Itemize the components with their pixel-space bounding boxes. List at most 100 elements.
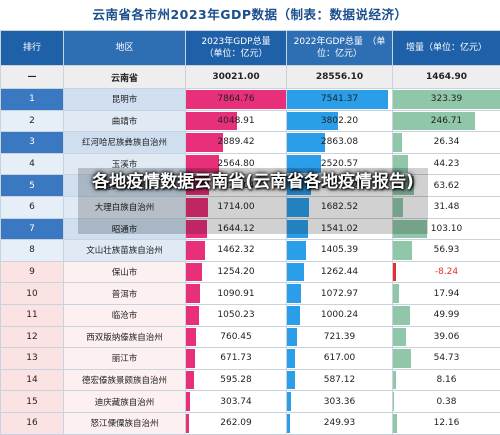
increase-cell-value: 56.93	[393, 245, 500, 255]
gdp2022-cell: 303.36	[287, 391, 393, 413]
gdp2022-cell: 721.39	[287, 326, 393, 348]
gdp2022-cell-value: 7541.37	[287, 94, 392, 104]
gdp2022-cell-value: 249.93	[287, 418, 392, 428]
increase-cell-value: 54.73	[393, 353, 500, 363]
total-row: — 云南省 30021.00 28556.10 1464.90	[1, 66, 500, 89]
increase-cell-value: 0.38	[393, 397, 500, 407]
gdp2023-cell: 7864.76	[186, 89, 287, 111]
rank-cell: 10	[1, 283, 64, 305]
increase-cell: 12.16	[393, 412, 500, 434]
region-cell: 红河哈尼族彝族自治州	[64, 132, 186, 154]
gdp2023-cell: 595.28	[186, 369, 287, 391]
gdp2023-cell-value: 1462.32	[186, 245, 286, 255]
rank-cell: 14	[1, 369, 64, 391]
increase-cell: 246.71	[393, 110, 500, 132]
increase-cell: 8.16	[393, 369, 500, 391]
rank-cell: 2	[1, 110, 64, 132]
gdp2023-cell: 760.45	[186, 326, 287, 348]
gdp2023-cell-value: 262.09	[186, 418, 286, 428]
gdp2023-cell: 1254.20	[186, 261, 287, 283]
rank-cell: 7	[1, 218, 64, 240]
gdp2023-cell-value: 671.73	[186, 353, 286, 363]
header-gdp2022: 2022年GDP总量 （单 位：亿元）	[287, 31, 393, 66]
rank-cell: 4	[1, 153, 64, 175]
gdp2022-cell-value: 1405.39	[287, 245, 392, 255]
increase-cell: 17.94	[393, 283, 500, 305]
increase-cell: 323.39	[393, 89, 500, 111]
region-cell: 保山市	[64, 261, 186, 283]
gdp2022-cell-value: 2863.08	[287, 137, 392, 147]
increase-cell: 54.73	[393, 348, 500, 370]
gdp2022-cell: 2863.08	[287, 132, 393, 154]
gdp2022-cell-value: 1262.44	[287, 267, 392, 277]
rank-cell: 3	[1, 132, 64, 154]
gdp2022-cell-value: 587.12	[287, 375, 392, 385]
rank-cell: 9	[1, 261, 64, 283]
increase-cell-value: 246.71	[393, 116, 500, 126]
total-increase: 1464.90	[393, 66, 500, 89]
total-gdp2022: 28556.10	[287, 66, 393, 89]
gdp2022-cell: 617.00	[287, 348, 393, 370]
increase-cell: 49.99	[393, 304, 500, 326]
gdp2023-cell-value: 1254.20	[186, 267, 286, 277]
rank-cell: 5	[1, 175, 64, 197]
region-cell: 迪庆藏族自治州	[64, 391, 186, 413]
increase-cell: 26.34	[393, 132, 500, 154]
gdp2022-cell-value: 3802.20	[287, 116, 392, 126]
total-rank: —	[1, 66, 64, 89]
rank-cell: 12	[1, 326, 64, 348]
gdp2022-cell: 1262.44	[287, 261, 393, 283]
increase-cell-value: -8.24	[393, 267, 500, 277]
region-cell: 西双版纳傣族自治州	[64, 326, 186, 348]
increase-cell: 39.06	[393, 326, 500, 348]
gdp2023-cell: 4048.91	[186, 110, 287, 132]
header-rank: 排行	[1, 31, 64, 66]
increase-cell-value: 39.06	[393, 332, 500, 342]
increase-cell: 0.38	[393, 391, 500, 413]
region-cell: 曲靖市	[64, 110, 186, 132]
rank-cell: 1	[1, 89, 64, 111]
gdp2023-cell: 671.73	[186, 348, 287, 370]
rank-cell: 8	[1, 240, 64, 262]
gdp2023-cell-value: 760.45	[186, 332, 286, 342]
increase-cell-value: 26.34	[393, 137, 500, 147]
gdp2022-cell: 1000.24	[287, 304, 393, 326]
header-region: 地区	[64, 31, 186, 66]
total-region: 云南省	[64, 66, 186, 89]
rank-cell: 6	[1, 196, 64, 218]
gdp2022-cell: 3802.20	[287, 110, 393, 132]
increase-cell: 56.93	[393, 240, 500, 262]
region-cell: 怒江傈僳族自治州	[64, 412, 186, 434]
gdp2023-cell-value: 595.28	[186, 375, 286, 385]
gdp2023-cell-value: 303.74	[186, 397, 286, 407]
gdp2023-cell-value: 2889.42	[186, 137, 286, 147]
region-cell: 临沧市	[64, 304, 186, 326]
gdp2023-cell-value: 1090.91	[186, 289, 286, 299]
header-increase: 增量（单位：亿元）	[393, 31, 500, 66]
increase-cell-value: 12.16	[393, 418, 500, 428]
gdp2022-cell-value: 617.00	[287, 353, 392, 363]
gdp2023-cell: 1050.23	[186, 304, 287, 326]
increase-cell-value: 49.99	[393, 310, 500, 320]
gdp2022-cell: 1405.39	[287, 240, 393, 262]
rank-cell: 13	[1, 348, 64, 370]
region-cell: 丽江市	[64, 348, 186, 370]
gdp2023-cell: 303.74	[186, 391, 287, 413]
region-cell: 普洱市	[64, 283, 186, 305]
gdp2022-cell-value: 721.39	[287, 332, 392, 342]
gdp2022-cell: 249.93	[287, 412, 393, 434]
gdp2023-cell: 2889.42	[186, 132, 287, 154]
gdp2022-cell: 587.12	[287, 369, 393, 391]
gdp2023-cell: 1090.91	[186, 283, 287, 305]
gdp2022-cell-value: 1000.24	[287, 310, 392, 320]
region-cell: 昆明市	[64, 89, 186, 111]
